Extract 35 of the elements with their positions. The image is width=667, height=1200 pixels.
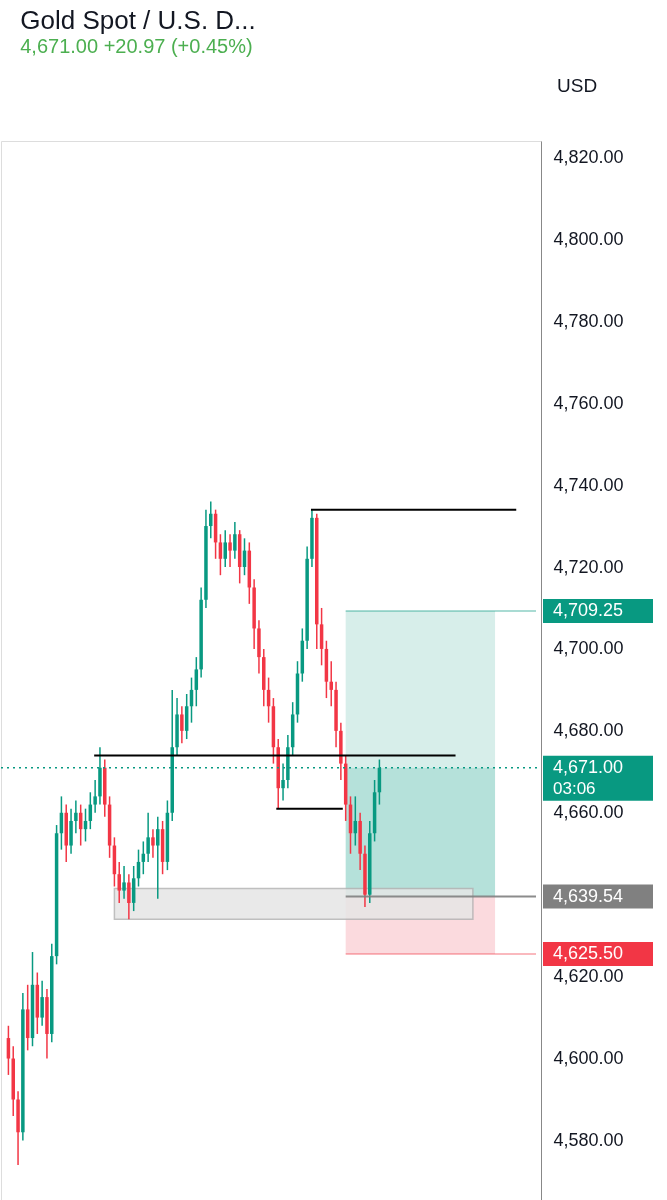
candlestick [209, 500, 213, 540]
ref-line-label: 4,671.00 [553, 756, 624, 777]
y-tick-label: 4,580.00 [553, 1129, 624, 1150]
y-tick-label: 4,820.00 [553, 146, 624, 167]
y-tick-label: 4,800.00 [553, 228, 624, 249]
y-tick-label: 4,620.00 [553, 966, 624, 987]
candlestick [180, 705, 184, 744]
candlestick [329, 660, 333, 708]
candlestick [127, 873, 131, 921]
ref-line-label: 4,709.25 [553, 600, 624, 621]
y-tick-label: 4,780.00 [553, 310, 624, 331]
y-tick-label: 4,600.00 [553, 1048, 624, 1069]
candlestick [228, 533, 232, 568]
y-tick-label: 4,680.00 [553, 720, 624, 741]
candlestick [40, 979, 44, 1027]
candlestick [156, 816, 160, 900]
ref-line-label: 4,625.50 [553, 943, 624, 964]
chart-subtitle: 4,671.00 +20.97 (+0.45%) [20, 35, 253, 57]
y-tick-label: 4,720.00 [553, 556, 624, 577]
y-tick-label: 4,660.00 [553, 802, 624, 823]
text: USD [557, 75, 598, 96]
candlestick [93, 779, 97, 814]
y-tick-label: 4,760.00 [553, 392, 624, 413]
candlestick [146, 812, 150, 863]
candlestick [223, 529, 227, 568]
y-tick-label: 4,740.00 [553, 474, 624, 495]
candlestick [117, 861, 121, 904]
candlestick [122, 865, 126, 900]
candlestick [74, 799, 78, 834]
text: 03:06 [553, 778, 596, 798]
ref-line-label: 4,639.54 [553, 885, 624, 906]
candlestick [233, 521, 237, 560]
y-tick-label: 4,700.00 [553, 638, 624, 659]
candlestick [151, 828, 155, 859]
chart-title: Gold Spot / U.S. D... [20, 5, 256, 35]
